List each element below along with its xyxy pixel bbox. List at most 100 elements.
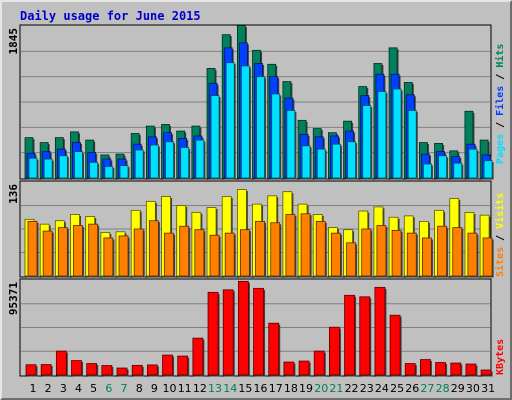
day-label: 1 [30,382,37,395]
day-label: 3 [60,382,67,395]
day-labels: 1 2 3 4 5 6 7 8 9 10 11 12 13 14 15 16 17 18 19 20 21 22 23 24 2… [30,382,496,395]
bars [24,25,494,377]
day-label: 12 [193,382,207,395]
pages-bar [256,76,265,179]
sites-bar [255,220,265,277]
legend-separator: / [495,68,506,86]
day-label: 20 [314,382,328,395]
sites-bar [179,225,190,277]
pages-bar [240,65,250,179]
legend-files: Files [494,86,506,116]
pages-bar [165,141,174,179]
sites-bar [285,214,296,277]
pages-bar [438,155,447,179]
visits-panel-legend: Sites / Visits [494,193,506,277]
pages-bar [43,158,53,179]
sites-bar [406,232,417,277]
day-label: 13 [208,382,222,395]
sites-bar [148,220,159,277]
kbytes-bar [389,314,401,376]
pages-bar [180,147,190,179]
kbytes-bar [344,294,355,376]
pages-bar [453,162,463,179]
sites-bar [164,232,174,277]
hits-panel-legend: Pages / Files / Hits [494,44,506,164]
day-label: 5 [90,382,97,395]
pages-bar [28,157,38,179]
pages-bar [423,163,432,179]
pages-bar [149,144,159,179]
legend-visits: Visits [494,193,506,229]
legend-separator: / [495,229,506,247]
day-label: 24 [375,382,389,395]
pages-bar [377,91,387,179]
sites-bar [224,232,235,277]
pages-bar [271,93,281,179]
pages-bar [362,105,372,179]
kbytes-bar [435,362,446,376]
kbytes-bar [55,350,67,376]
kbytes-bar [101,365,113,376]
sites-bar [133,228,144,277]
day-label: 25 [390,382,404,395]
legend-sites: Sites [494,247,506,277]
day-label: 9 [151,382,158,395]
pages-bar [134,149,144,179]
day-label: 30 [466,382,480,395]
visits-axis-max-label: 136 [7,184,20,204]
pages-bar [392,88,402,179]
legend-kbytes: KBytes [495,339,506,375]
day-label: 14 [223,382,237,395]
sites-bar [300,213,311,277]
kbytes-bar [359,296,371,376]
kbytes-bar [480,369,492,376]
kbytes-bar [116,367,128,376]
kbytes-bar [298,360,310,376]
sites-bar [330,232,341,277]
kbytes-bar [253,287,264,376]
day-label: 6 [105,382,112,395]
sites-bar [482,237,493,277]
pages-bar [301,145,311,179]
legend-separator: / [495,116,506,134]
pages-bar [286,110,296,179]
sites-bar [452,227,463,277]
pages-bar [89,161,99,179]
pages-bar [483,160,493,179]
day-label: 15 [238,382,252,395]
sites-bar [27,220,38,277]
pages-bar [58,155,68,179]
sites-bar [239,229,250,277]
sites-bar [346,242,356,277]
kbytes-bar [207,291,219,376]
chart-title: Daily usage for June 2015 [20,9,201,23]
kbytes-bar [374,286,386,376]
pages-bar [225,62,235,179]
day-label: 8 [136,382,143,395]
kbytes-bar [222,289,234,376]
day-label: 22 [345,382,359,395]
kbytes-bar [25,364,37,376]
pages-bar [347,141,356,179]
day-label: 7 [121,382,128,395]
kbytes-bar [177,355,189,376]
kbytes-bar [162,354,173,376]
day-label: 28 [436,382,450,395]
pages-bar [407,110,417,179]
day-label: 16 [254,382,268,395]
day-label: 31 [481,382,495,395]
day-label: 27 [420,382,434,395]
kbytes-bar [328,326,340,376]
day-label: 19 [299,382,313,395]
sites-bar [118,235,129,277]
sites-bar [270,222,281,277]
kbytes-bar [131,364,143,376]
pages-bar [74,151,83,179]
day-label: 26 [405,382,419,395]
day-label: 17 [269,382,283,395]
sites-bar [42,230,53,277]
sites-bar [209,234,220,277]
day-label: 10 [163,382,177,395]
kbytes-bar [71,360,82,376]
sites-bar [57,227,68,277]
